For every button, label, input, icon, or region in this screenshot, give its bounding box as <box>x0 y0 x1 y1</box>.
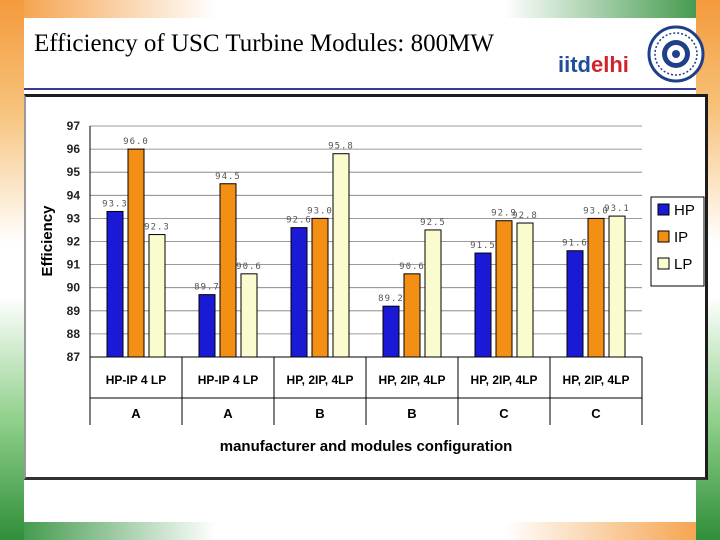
bar-lp <box>608 215 626 358</box>
x-tick-label-manufacturer: C <box>591 406 601 421</box>
data-label-lp: 92.5 <box>420 218 446 228</box>
bar-ip <box>587 217 605 358</box>
legend-swatch-hp <box>657 203 670 216</box>
legend-label-hp: HP <box>674 202 695 219</box>
y-tick-label: 97 <box>67 119 81 133</box>
legend-label-ip: IP <box>674 229 688 246</box>
bar-hp <box>474 252 492 358</box>
slide-border-top <box>0 0 720 18</box>
logo-text-part2: elhi <box>591 52 629 77</box>
legend-swatch-lp <box>657 257 670 270</box>
y-tick-label: 91 <box>67 258 81 272</box>
x-tick-label-manufacturer: A <box>223 406 233 421</box>
y-tick-label: 88 <box>67 327 81 341</box>
legend-label-lp: LP <box>674 256 692 273</box>
data-label-ip: 92.9 <box>491 209 517 219</box>
x-tick-label-config: HP, 2IP, 4LP <box>563 373 630 387</box>
bar-ip <box>219 183 237 358</box>
bar-hp <box>198 294 216 358</box>
logo-text-part1: iitd <box>558 52 591 77</box>
bar-lp <box>516 222 534 358</box>
bar-lp <box>240 273 258 358</box>
data-label-ip: 90.6 <box>399 262 425 272</box>
x-tick-label-config: HP-IP 4 LP <box>106 373 166 387</box>
y-tick-label: 87 <box>67 350 81 364</box>
y-tick-label: 89 <box>67 304 81 318</box>
data-label-lp: 95.8 <box>328 142 354 152</box>
data-label-ip: 93.0 <box>307 206 333 216</box>
title-rule <box>24 88 696 90</box>
x-tick-label-config: HP-IP 4 LP <box>198 373 258 387</box>
data-label-ip: 93.0 <box>583 206 609 216</box>
y-axis-title: Efficiency <box>39 205 56 277</box>
data-label-lp: 92.3 <box>144 223 170 233</box>
data-label-hp: 93.3 <box>102 199 128 209</box>
bar-ip <box>127 148 145 358</box>
data-label-lp: 92.8 <box>512 211 538 221</box>
bar-hp <box>566 250 584 358</box>
bar-hp <box>106 210 124 358</box>
data-label-ip: 96.0 <box>123 137 149 147</box>
y-tick-label: 96 <box>67 142 81 156</box>
data-label-hp: 91.5 <box>470 241 496 251</box>
y-tick-label: 94 <box>67 188 81 202</box>
y-tick-label: 90 <box>67 281 81 295</box>
slide-border-left <box>0 0 24 540</box>
x-tick-label-manufacturer: B <box>407 406 416 421</box>
x-tick-label-manufacturer: B <box>315 406 324 421</box>
bar-ip <box>403 273 421 358</box>
data-label-hp: 92.6 <box>286 216 312 226</box>
bar-ip <box>311 217 329 358</box>
data-label-lp: 90.6 <box>236 262 262 272</box>
bar-lp <box>148 234 166 358</box>
y-tick-label: 92 <box>67 235 81 249</box>
x-tick-label-config: HP, 2IP, 4LP <box>287 373 354 387</box>
slide-title: Efficiency of USC Turbine Modules: 800MW <box>34 30 494 57</box>
slide-border-bottom <box>0 522 720 540</box>
y-tick-label: 95 <box>67 165 81 179</box>
data-label-hp: 91.6 <box>562 239 588 249</box>
legend-swatch-ip <box>657 230 670 243</box>
bar-ip <box>495 220 513 358</box>
institute-logo-text: iitdelhi <box>558 52 629 78</box>
x-tick-label-manufacturer: C <box>499 406 509 421</box>
institute-seal-icon <box>647 25 705 83</box>
bar-hp <box>290 227 308 358</box>
y-tick-label: 93 <box>67 211 81 225</box>
data-label-lp: 93.1 <box>604 204 630 214</box>
data-label-hp: 89.2 <box>378 294 404 304</box>
bar-hp <box>382 305 400 358</box>
x-tick-label-config: HP, 2IP, 4LP <box>471 373 538 387</box>
x-tick-label-manufacturer: A <box>131 406 141 421</box>
x-tick-label-config: HP, 2IP, 4LP <box>379 373 446 387</box>
x-axis-title: manufacturer and modules configuration <box>220 438 513 455</box>
bar-lp <box>332 153 350 358</box>
data-label-hp: 89.7 <box>194 283 220 293</box>
data-label-ip: 94.5 <box>215 172 241 182</box>
bar-lp <box>424 229 442 358</box>
